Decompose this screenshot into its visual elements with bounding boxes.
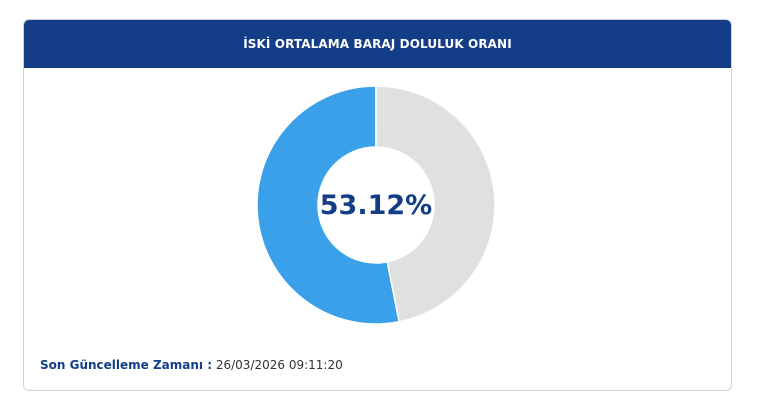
slice-empty bbox=[375, 85, 496, 323]
last-update: Son Güncelleme Zamanı : 26/03/2026 09:11… bbox=[40, 358, 343, 372]
center-percentage: 53.12% bbox=[319, 189, 433, 221]
dam-fill-card: İSKİ ORTALAMA BARAJ DOLULUK ORANI 53.12%… bbox=[23, 19, 732, 391]
card-header: İSKİ ORTALAMA BARAJ DOLULUK ORANI bbox=[24, 20, 731, 68]
card-title: İSKİ ORTALAMA BARAJ DOLULUK ORANI bbox=[243, 37, 512, 51]
last-update-value: 26/03/2026 09:11:20 bbox=[215, 358, 343, 372]
slice-filled bbox=[256, 85, 401, 325]
donut-chart-area: 53.12% bbox=[24, 68, 731, 338]
donut-chart bbox=[256, 85, 496, 325]
last-update-label: Son Güncelleme Zamanı : bbox=[40, 358, 213, 372]
